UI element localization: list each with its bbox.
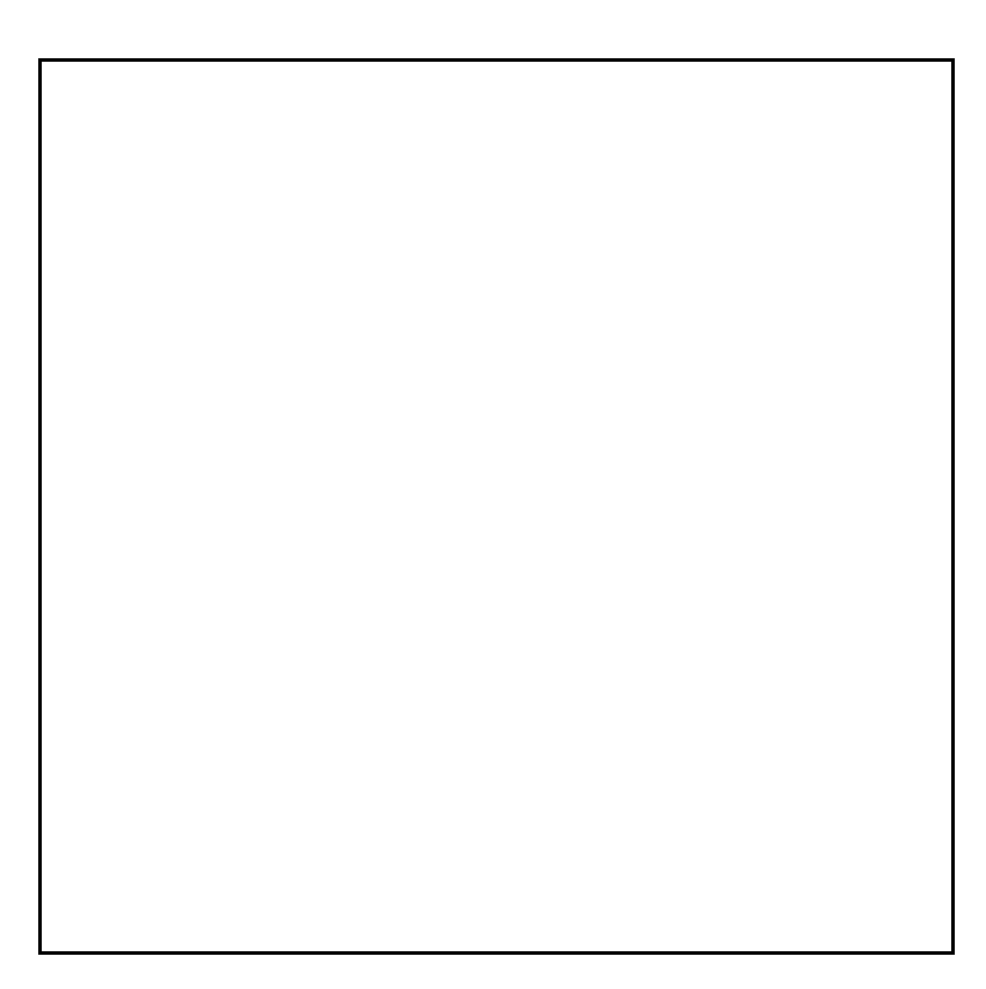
plot-frame (38, 58, 955, 955)
